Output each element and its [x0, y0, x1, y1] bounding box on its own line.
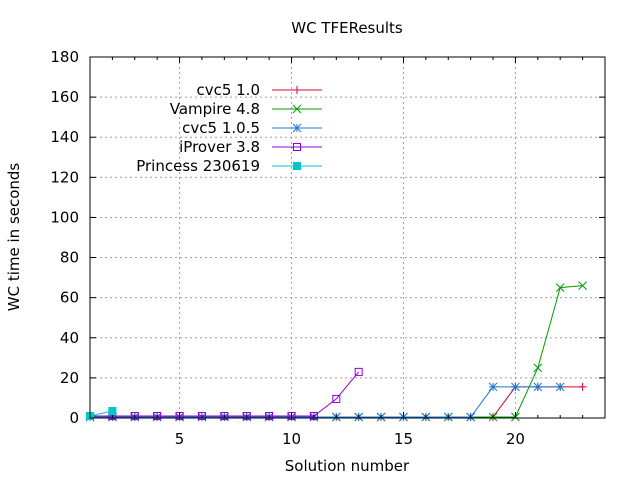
- data-point: [511, 382, 520, 392]
- legend-label: cvc5 1.0: [196, 81, 260, 99]
- data-point: [220, 411, 229, 420]
- series-line: [90, 285, 583, 418]
- plot-frame: [89, 56, 606, 419]
- legend-entry: cvc5 1.0: [196, 81, 322, 99]
- axis-ticks: 0 20 40 60 80 100 120 140 160 180 5 10 15 20: [50, 48, 606, 448]
- y-tick-label: 160: [50, 88, 79, 106]
- data-point: [293, 162, 301, 170]
- data-point: [309, 411, 318, 420]
- y-axis-label: WC time in seconds: [5, 163, 23, 312]
- y-tick-label: 60: [60, 289, 79, 307]
- chart-title: WC TFEResults: [291, 19, 403, 37]
- data-point: [153, 411, 162, 420]
- series-2: [85, 281, 587, 422]
- data-point: [488, 382, 498, 392]
- y-tick-label: 100: [50, 208, 79, 226]
- x-axis-label: Solution number: [285, 457, 410, 475]
- data-point: [197, 411, 206, 420]
- data-point: [354, 367, 363, 376]
- legend-entry: Princess 230619: [136, 157, 322, 175]
- data-point: [292, 104, 302, 114]
- x-tick-label: 10: [282, 430, 301, 448]
- legend-label: cvc5 1.0.5: [182, 119, 260, 137]
- data-point: [265, 411, 274, 420]
- x-tick-label: 20: [506, 430, 525, 448]
- data-point: [555, 283, 565, 292]
- grid: [90, 57, 605, 418]
- data-point: [332, 394, 341, 403]
- y-tick-label: 0: [69, 409, 79, 427]
- legend-label: Vampire 4.8: [170, 100, 260, 118]
- x-tick-label: 15: [394, 430, 413, 448]
- y-tick-label: 140: [50, 128, 79, 146]
- data-point: [293, 143, 301, 151]
- data-point: [130, 411, 139, 420]
- data-point: [533, 363, 543, 373]
- legend-entry: Vampire 4.8: [170, 100, 322, 118]
- y-tick-label: 80: [60, 249, 79, 267]
- legend-label: Princess 230619: [136, 157, 260, 175]
- series-line: [90, 386, 561, 418]
- y-tick-label: 120: [50, 168, 79, 186]
- legend-label: iProver 3.8: [179, 138, 260, 156]
- series-line: [90, 371, 360, 417]
- data-point: [108, 406, 117, 415]
- data-point: [555, 382, 565, 392]
- y-tick-label: 40: [60, 329, 79, 347]
- data-point: [292, 123, 302, 133]
- legend-entry: iProver 3.8: [179, 138, 322, 156]
- data-point: [293, 86, 301, 94]
- data-point: [533, 382, 543, 392]
- series-4: [86, 367, 363, 420]
- data-point: [578, 281, 587, 290]
- y-tick-label: 180: [50, 48, 79, 66]
- x-tick-label: 5: [175, 430, 185, 448]
- data-point: [578, 382, 587, 391]
- y-tick-label: 20: [60, 369, 79, 387]
- legend-entry: cvc5 1.0.5: [182, 119, 322, 137]
- data-point: [242, 411, 251, 420]
- series-3: [85, 382, 565, 422]
- series-layer: [85, 281, 587, 422]
